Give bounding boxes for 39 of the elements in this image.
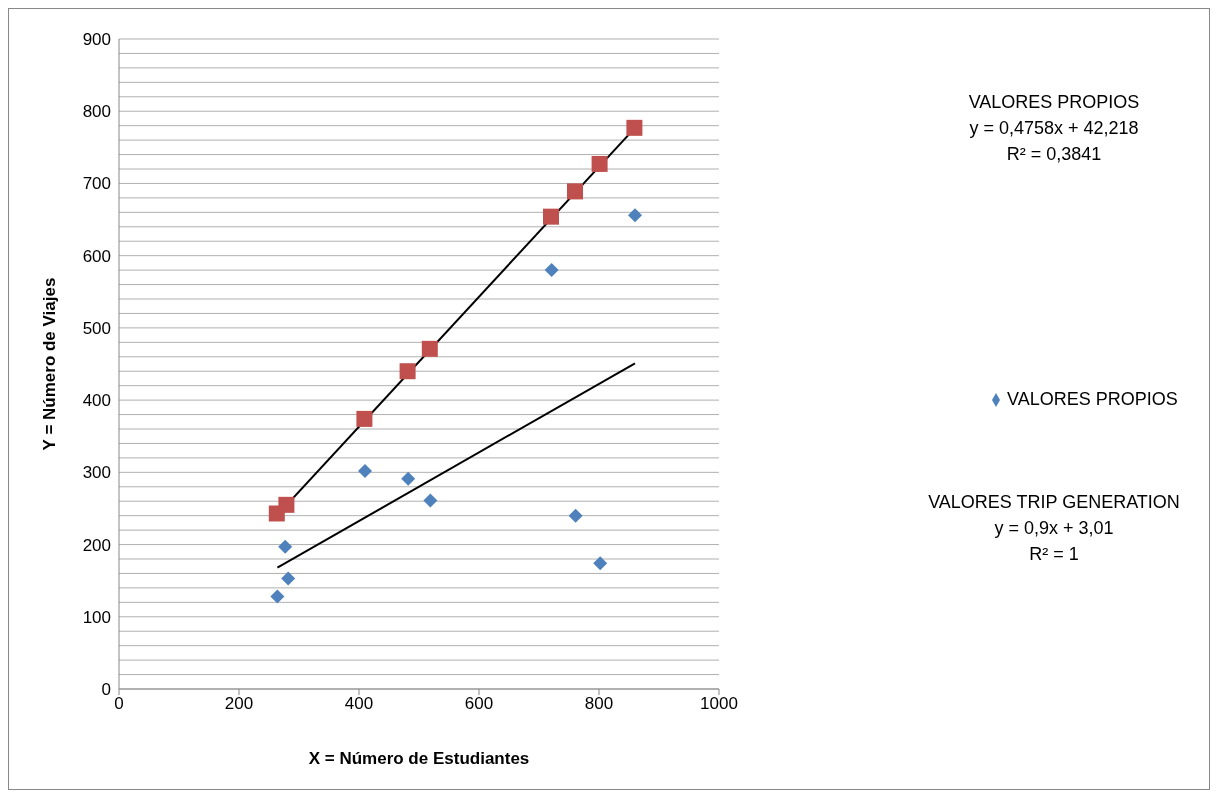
x-tick-label: 1000 — [700, 694, 738, 714]
point — [270, 589, 285, 604]
y-tick-label: 400 — [82, 391, 111, 411]
point — [567, 183, 583, 200]
y-tick-label: 100 — [82, 607, 111, 627]
point — [278, 539, 293, 554]
point — [281, 571, 296, 586]
x-axis-title: X = Número de Estudiantes — [308, 749, 530, 768]
x-tick-label: 600 — [464, 694, 494, 714]
point — [544, 263, 559, 278]
y-tick-label: 500 — [82, 318, 111, 338]
text: VALORES PROPIOS y = 0,4758x + 42,218 R² = 0,3841 — [967, 91, 1141, 166]
point — [423, 493, 438, 508]
point — [568, 508, 583, 523]
point — [421, 340, 438, 357]
y-tick-label: 0 — [101, 680, 111, 700]
y-tick-label: 300 — [82, 463, 111, 483]
x-tick-label: 200 — [224, 694, 254, 714]
y-axis-title: Y = Número de Viajes — [40, 277, 60, 451]
point — [626, 119, 643, 136]
point — [591, 155, 608, 172]
y-tick-label: 900 — [82, 30, 111, 50]
point — [628, 208, 642, 223]
x-tick-label: 400 — [344, 694, 374, 714]
point — [356, 410, 373, 427]
point — [401, 471, 416, 486]
y-tick-label: 600 — [82, 246, 111, 266]
y-tick-label: 200 — [82, 535, 111, 555]
point — [399, 363, 416, 380]
y-tick-label: 700 — [82, 174, 111, 194]
point — [543, 208, 559, 225]
point — [278, 496, 295, 513]
legend-label: VALORES PROPIOS — [1007, 388, 1178, 409]
point — [593, 556, 608, 571]
point — [358, 463, 372, 478]
y-tick-label: 800 — [82, 102, 111, 122]
x-tick-label: 0 — [114, 694, 124, 714]
x-tick-label: 800 — [584, 694, 614, 714]
text: VALORES TRIP GENERATION y = 0,9x + 3,01 R² = 1 — [927, 491, 1181, 566]
